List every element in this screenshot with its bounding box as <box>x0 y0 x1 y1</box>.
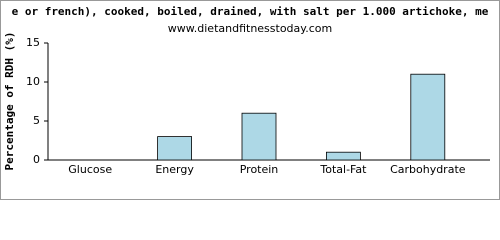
chart: e or french), cooked, boiled, drained, w… <box>0 0 500 200</box>
bar <box>325 151 361 161</box>
x-tick-label: Protein <box>240 163 279 176</box>
y-tick-label: 10 <box>26 75 40 88</box>
bar <box>410 73 446 161</box>
chart-title: e or french), cooked, boiled, drained, w… <box>12 5 489 18</box>
chart-subtitle: www.dietandfitnesstoday.com <box>168 22 332 35</box>
y-tick-label: 0 <box>33 153 40 166</box>
x-tick-label: Glucose <box>68 163 112 176</box>
y-tick-label: 5 <box>33 114 40 127</box>
y-tick-label: 15 <box>26 36 40 49</box>
bar <box>157 136 193 161</box>
bar <box>241 112 277 161</box>
x-tick-label: Carbohydrate <box>390 163 466 176</box>
x-tick-label: Energy <box>155 163 194 176</box>
x-tick-label: Total-Fat <box>319 163 367 176</box>
y-axis-label: Percentage of RDH (%) <box>3 31 16 170</box>
